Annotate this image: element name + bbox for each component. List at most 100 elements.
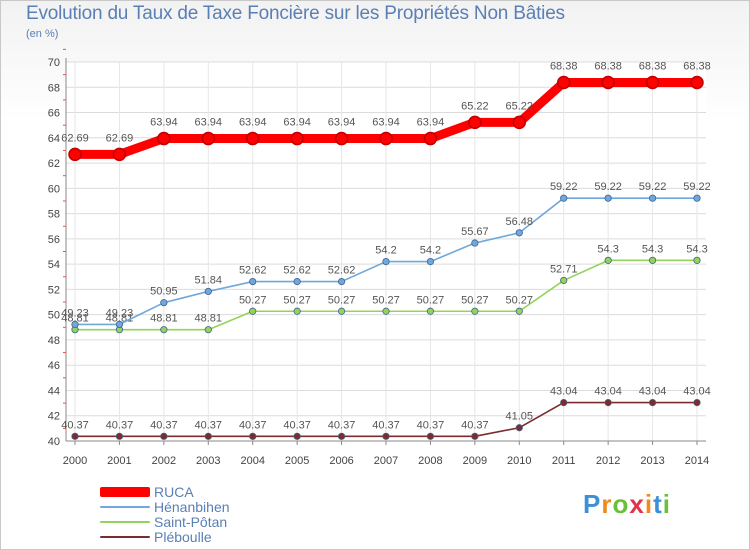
data-label: 68.38 <box>683 60 711 72</box>
data-label: 40.37 <box>417 419 445 431</box>
y-tick-label: 70 <box>48 57 60 69</box>
data-point <box>648 398 657 407</box>
legend-item: Pléboulle <box>100 529 212 545</box>
x-tick-label: 2011 <box>552 455 576 467</box>
data-label: 68.38 <box>550 60 578 72</box>
y-tick-label: 64 <box>48 133 60 145</box>
data-label: 52.62 <box>328 265 356 277</box>
y-axis-unit: (en %) <box>26 28 59 40</box>
data-label: 43.04 <box>683 386 711 398</box>
x-tick-label: 2009 <box>463 455 487 467</box>
x-tick-label: 2012 <box>596 455 620 467</box>
data-point <box>382 307 390 315</box>
x-tick-label: 2001 <box>107 455 131 467</box>
data-point <box>512 115 527 130</box>
data-label: 41.05 <box>506 411 534 423</box>
data-label: 50.27 <box>239 294 267 306</box>
x-tick-label: 2013 <box>640 455 664 467</box>
data-point <box>560 398 568 407</box>
y-tick-label: 50 <box>48 310 60 322</box>
data-point <box>245 131 260 146</box>
data-point <box>604 194 612 202</box>
data-label: 50.27 <box>372 294 400 306</box>
logo-letter: i <box>644 489 654 519</box>
data-label: 49.23 <box>106 307 134 319</box>
data-point <box>560 276 568 285</box>
data-point <box>423 131 438 146</box>
data-point <box>693 194 701 202</box>
data-point <box>604 398 612 407</box>
data-label: 55.67 <box>461 226 489 238</box>
data-point <box>690 75 704 90</box>
data-label: 68.38 <box>639 60 667 72</box>
data-point <box>693 398 701 407</box>
data-point <box>382 258 390 266</box>
data-point <box>249 432 257 440</box>
data-point <box>204 432 212 440</box>
data-label: 51.84 <box>195 274 223 286</box>
data-label: 48.81 <box>195 313 223 325</box>
data-point <box>157 131 171 146</box>
data-label: 54.2 <box>420 245 441 257</box>
data-label: 62.69 <box>106 132 134 144</box>
legend-label: Hénanbihen <box>154 499 230 515</box>
data-label: 50.27 <box>328 294 356 306</box>
logo-letter: t <box>653 489 663 519</box>
x-tick-label: 2014 <box>685 455 709 467</box>
data-label: 50.27 <box>283 294 311 306</box>
data-point <box>693 256 701 264</box>
data-label: 50.27 <box>461 294 489 306</box>
x-tick-label: 2000 <box>63 455 87 467</box>
data-label: 63.94 <box>283 117 311 129</box>
x-tick-label: 2005 <box>285 455 309 467</box>
data-point <box>160 432 168 440</box>
data-point <box>337 432 346 440</box>
chart-title: Evolution du Taux de Taxe Foncière sur l… <box>26 3 565 24</box>
data-label: 50.95 <box>150 286 178 298</box>
y-tick-label: 42 <box>48 411 60 423</box>
data-point <box>468 115 482 130</box>
data-label: 40.37 <box>372 419 400 431</box>
y-tick-label: 40 <box>48 436 60 448</box>
data-point <box>601 75 615 90</box>
logo-letter: x <box>629 489 645 519</box>
data-point <box>471 307 479 315</box>
data-label: 48.81 <box>61 313 89 325</box>
logo-letter: P <box>583 489 602 519</box>
data-label: 52.62 <box>239 265 267 277</box>
x-tick-label: 2004 <box>240 455 264 467</box>
data-point <box>115 432 124 440</box>
legend-swatch <box>100 521 150 523</box>
data-label: 63.94 <box>150 117 178 129</box>
data-point <box>337 307 346 315</box>
data-label: 40.37 <box>239 419 267 431</box>
data-label: 43.04 <box>639 386 667 398</box>
legend-swatch <box>100 536 150 538</box>
data-point <box>112 147 127 162</box>
data-label: 59.22 <box>639 181 667 193</box>
x-tick-label: 2003 <box>196 455 220 467</box>
data-label: 52.62 <box>283 265 311 277</box>
data-point <box>115 320 124 328</box>
data-label: 40.37 <box>195 419 223 431</box>
data-point <box>249 277 257 286</box>
y-tick-label: 52 <box>48 284 60 296</box>
data-label: 54.2 <box>375 245 396 257</box>
data-label: 50.27 <box>506 294 534 306</box>
data-point <box>556 75 571 90</box>
data-point <box>293 432 301 440</box>
y-tick-label: 44 <box>48 385 60 397</box>
data-point <box>515 307 523 315</box>
data-point <box>290 131 304 146</box>
legend-item: RUCA <box>100 484 194 500</box>
x-tick-label: 2007 <box>374 455 398 467</box>
x-tick-label: 2002 <box>152 455 176 467</box>
y-tick-label: 68 <box>48 82 60 94</box>
legend-swatch <box>100 506 150 508</box>
data-point <box>337 277 346 286</box>
y-tick-label: 62 <box>48 158 60 170</box>
data-point <box>382 432 390 440</box>
data-label: 40.37 <box>106 419 134 431</box>
data-label: 63.94 <box>195 117 223 129</box>
data-label: 50.27 <box>417 294 445 306</box>
